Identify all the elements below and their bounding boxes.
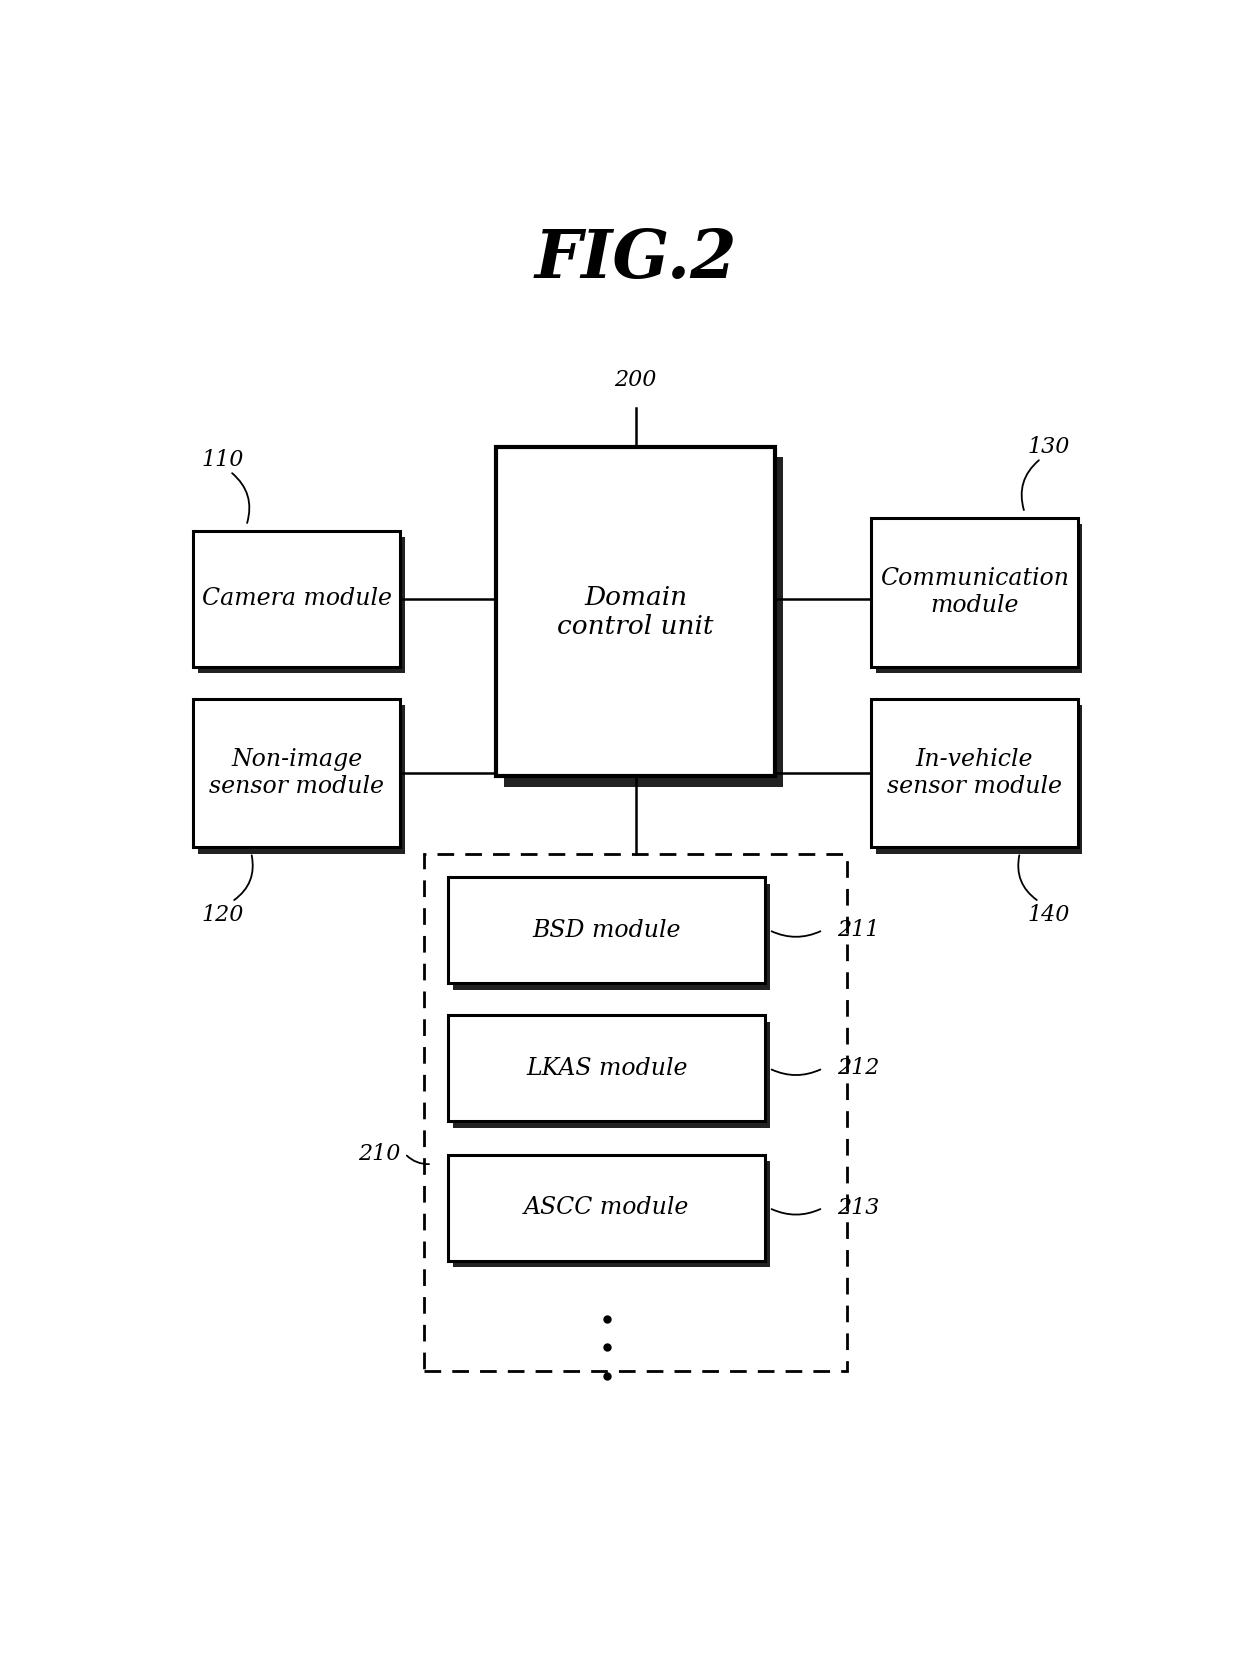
Bar	[870, 698, 1078, 847]
Text: 140: 140	[1028, 903, 1070, 926]
Bar	[870, 519, 1078, 666]
Text: 130: 130	[1028, 436, 1070, 458]
Bar	[193, 530, 401, 666]
Text: BSD module: BSD module	[532, 918, 681, 941]
Text: 110: 110	[201, 448, 243, 472]
Bar	[875, 524, 1083, 673]
Bar	[453, 1022, 770, 1128]
Text: 200: 200	[614, 369, 657, 391]
Text: Communication
module: Communication module	[879, 567, 1069, 618]
Bar	[448, 1154, 765, 1260]
Bar	[198, 537, 404, 673]
Text: 211: 211	[837, 920, 879, 941]
Bar	[193, 698, 401, 847]
Text: ASCC module: ASCC module	[525, 1196, 689, 1220]
Bar	[496, 446, 775, 777]
Text: In-vehicle
sensor module: In-vehicle sensor module	[887, 748, 1061, 799]
Bar	[453, 884, 770, 990]
Text: 212: 212	[837, 1057, 879, 1079]
Text: 210: 210	[357, 1143, 401, 1165]
Bar	[448, 1015, 765, 1121]
Bar	[503, 456, 782, 787]
Text: Camera module: Camera module	[202, 587, 392, 611]
Text: 213: 213	[837, 1196, 879, 1218]
Bar	[875, 705, 1083, 854]
Text: FIG.2: FIG.2	[534, 227, 737, 292]
Text: Domain
control unit: Domain control unit	[557, 584, 714, 639]
Bar	[424, 854, 847, 1371]
Bar	[448, 878, 765, 983]
Bar	[198, 705, 404, 854]
Text: Non-image
sensor module: Non-image sensor module	[210, 748, 384, 799]
Bar	[453, 1161, 770, 1267]
Text: 120: 120	[201, 903, 243, 926]
Text: LKAS module: LKAS module	[526, 1057, 687, 1081]
